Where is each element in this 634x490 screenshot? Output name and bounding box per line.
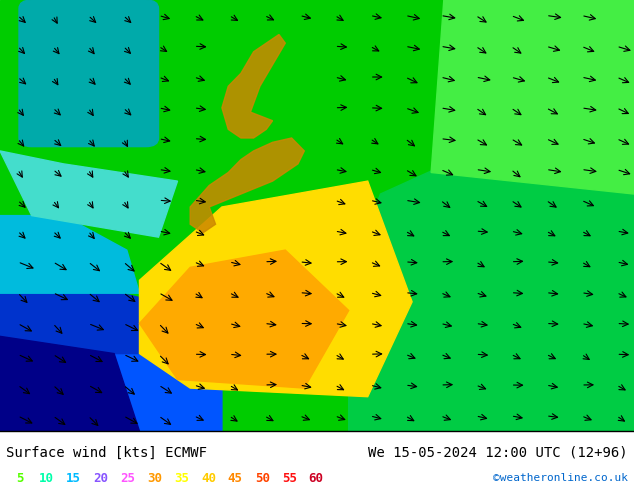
Polygon shape bbox=[0, 336, 139, 431]
Polygon shape bbox=[349, 151, 634, 431]
Text: We 15-05-2024 12:00 UTC (12+96): We 15-05-2024 12:00 UTC (12+96) bbox=[368, 446, 628, 460]
Polygon shape bbox=[0, 216, 139, 293]
FancyBboxPatch shape bbox=[19, 0, 158, 147]
Text: 25: 25 bbox=[120, 472, 135, 485]
Text: 20: 20 bbox=[93, 472, 108, 485]
Polygon shape bbox=[190, 138, 304, 233]
Text: 45: 45 bbox=[228, 472, 243, 485]
Text: 60: 60 bbox=[309, 472, 324, 485]
Text: 35: 35 bbox=[174, 472, 189, 485]
Text: 50: 50 bbox=[255, 472, 270, 485]
Polygon shape bbox=[0, 268, 178, 354]
Polygon shape bbox=[222, 34, 285, 138]
Polygon shape bbox=[139, 250, 349, 388]
Polygon shape bbox=[0, 280, 222, 431]
Text: Surface wind [kts] ECMWF: Surface wind [kts] ECMWF bbox=[6, 446, 207, 460]
Text: 10: 10 bbox=[39, 472, 55, 485]
Text: 15: 15 bbox=[66, 472, 81, 485]
Text: 30: 30 bbox=[147, 472, 162, 485]
Text: 55: 55 bbox=[281, 472, 297, 485]
Text: 40: 40 bbox=[201, 472, 216, 485]
Polygon shape bbox=[139, 181, 412, 397]
Polygon shape bbox=[0, 151, 178, 237]
Polygon shape bbox=[431, 0, 634, 194]
Text: 5: 5 bbox=[16, 472, 23, 485]
Text: ©weatheronline.co.uk: ©weatheronline.co.uk bbox=[493, 473, 628, 483]
